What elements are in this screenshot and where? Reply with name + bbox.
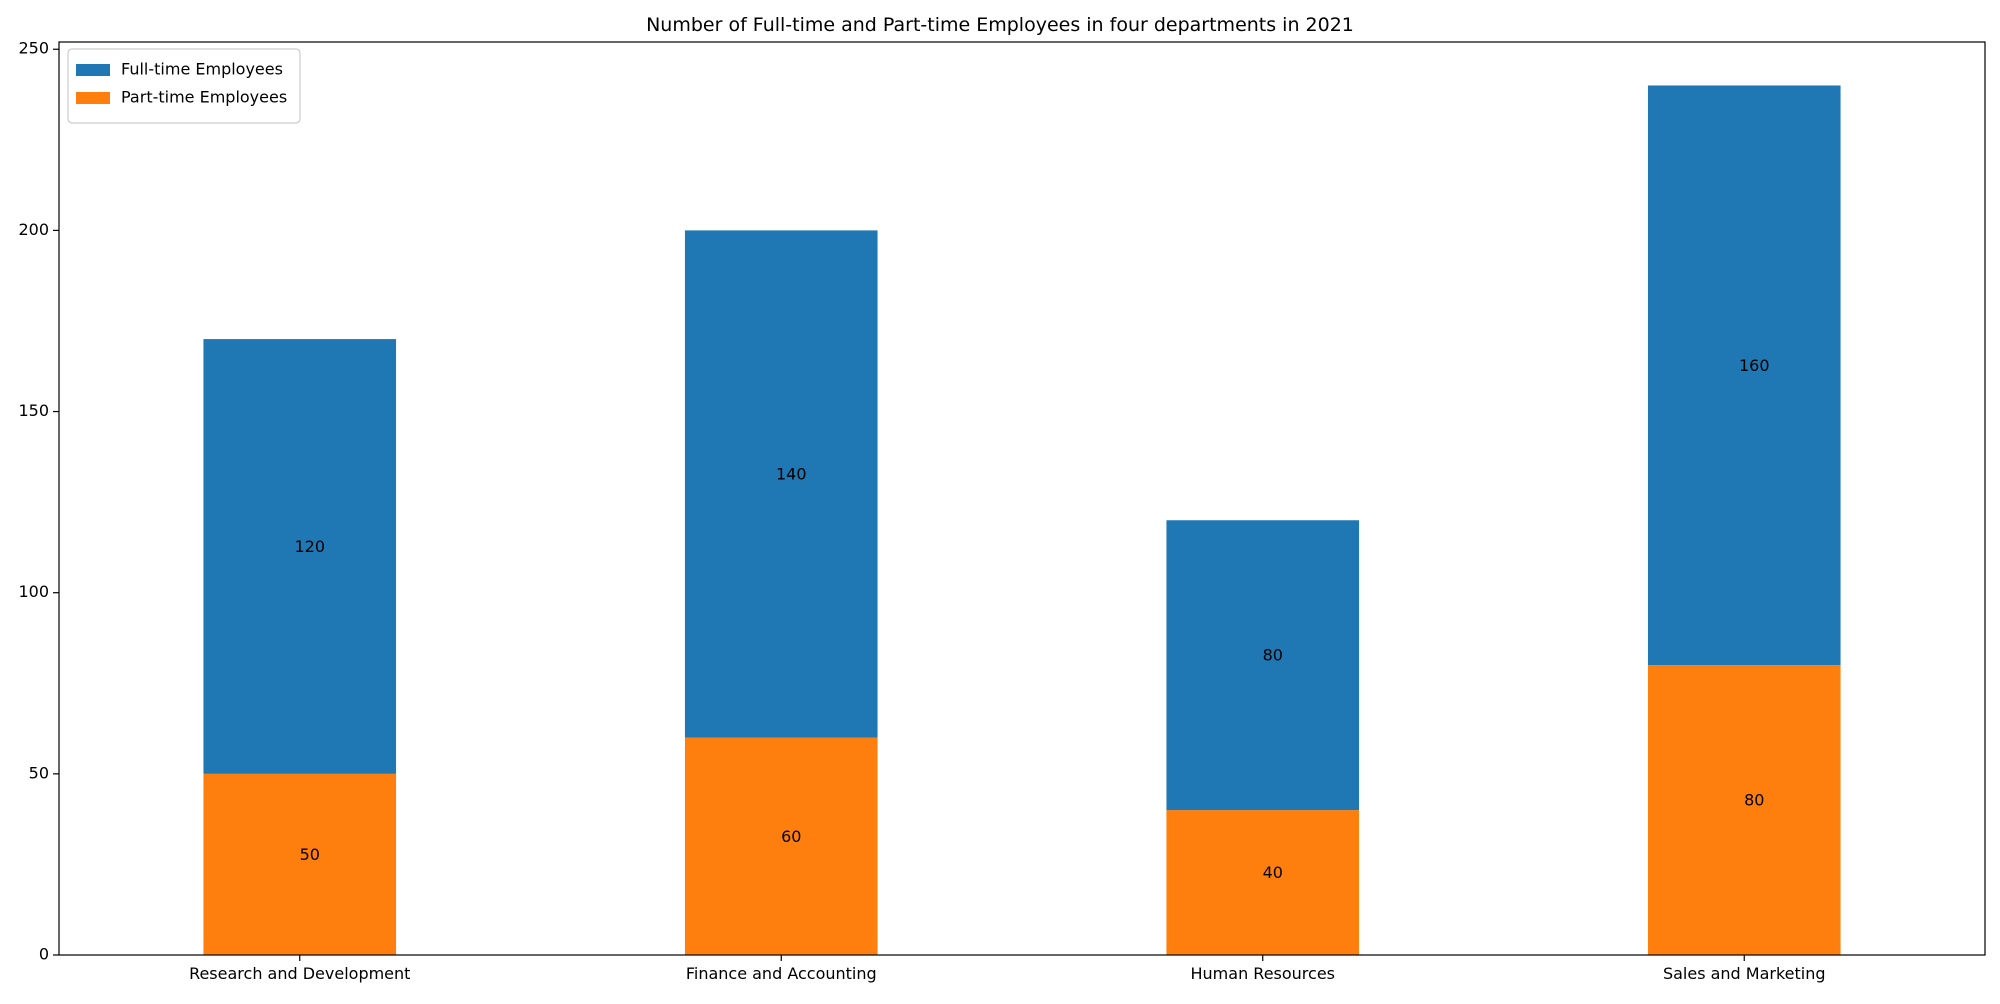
bars-layer bbox=[203, 85, 1840, 955]
bar-part-time-employees-finance-and-accounting bbox=[685, 738, 878, 955]
bar-part-time-employees-human-resources bbox=[1166, 810, 1359, 955]
bar-value-labels: 50 60 40 80 120 140 80 160 bbox=[294, 356, 1769, 882]
value-label-full-time-employees-finance-and-accounting: 140 bbox=[776, 465, 807, 484]
bar-full-time-employees-human-resources bbox=[1166, 520, 1359, 810]
x-tick-label-research-and-development: Research and Development bbox=[189, 964, 410, 983]
value-label-full-time-employees-human-resources: 80 bbox=[1263, 646, 1283, 665]
bar-full-time-employees-research-and-development bbox=[203, 339, 396, 774]
x-tick-label-sales-and-marketing: Sales and Marketing bbox=[1663, 964, 1826, 983]
bar-part-time-employees-sales-and-marketing bbox=[1648, 665, 1841, 955]
legend-label-full-time-employees: Full-time Employees bbox=[121, 60, 283, 79]
value-label-part-time-employees-human-resources: 40 bbox=[1263, 863, 1283, 882]
y-tick-label-100: 100 bbox=[18, 582, 49, 601]
bar-full-time-employees-sales-and-marketing bbox=[1648, 85, 1841, 665]
value-label-part-time-employees-sales-and-marketing: 80 bbox=[1744, 791, 1764, 810]
value-label-part-time-employees-finance-and-accounting: 60 bbox=[781, 827, 801, 846]
y-tick-label-0: 0 bbox=[39, 945, 49, 964]
value-label-full-time-employees-sales-and-marketing: 160 bbox=[1739, 356, 1770, 375]
bar-full-time-employees-finance-and-accounting bbox=[685, 230, 878, 737]
x-tick-label-finance-and-accounting: Finance and Accounting bbox=[686, 964, 877, 983]
y-tick-label-250: 250 bbox=[18, 39, 49, 58]
y-tick-label-200: 200 bbox=[18, 220, 49, 239]
chart-title: Number of Full-time and Part-time Employ… bbox=[646, 14, 1354, 36]
y-tick-label-150: 150 bbox=[18, 401, 49, 420]
bar-part-time-employees-research-and-development bbox=[203, 774, 396, 955]
legend-swatch-full-time-employees bbox=[76, 64, 110, 76]
legend-swatch-part-time-employees bbox=[76, 92, 110, 104]
y-tick-label-50: 50 bbox=[29, 763, 49, 782]
x-tick-label-human-resources: Human Resources bbox=[1191, 964, 1336, 983]
value-label-full-time-employees-research-and-development: 120 bbox=[294, 537, 325, 556]
legend-label-part-time-employees: Part-time Employees bbox=[121, 88, 287, 107]
value-label-part-time-employees-research-and-development: 50 bbox=[300, 845, 320, 864]
legend: Full-time Employees Part-time Employees bbox=[68, 49, 300, 123]
